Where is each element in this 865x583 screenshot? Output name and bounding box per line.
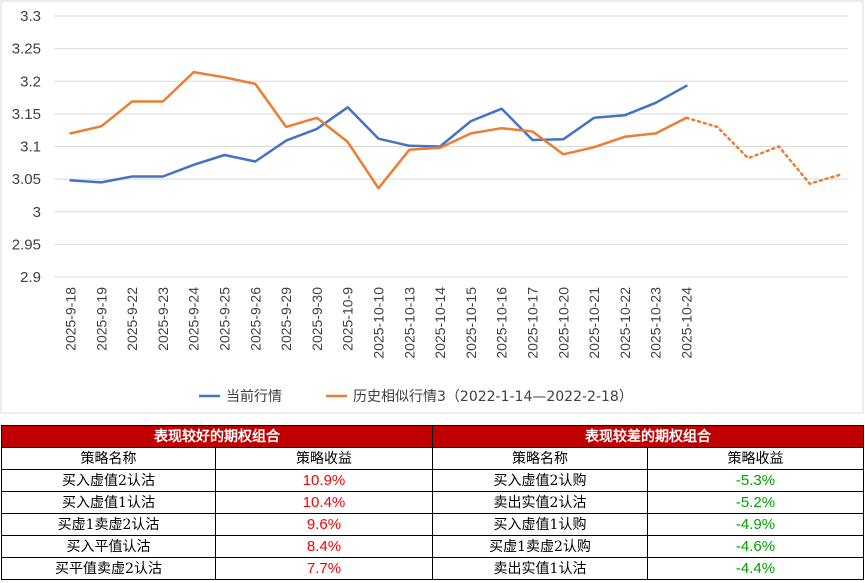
- y-tick-label: 3.2: [20, 73, 41, 90]
- x-tick-label: 2025-10-23: [648, 287, 664, 359]
- good-strategy-return: 10.9%: [215, 469, 433, 492]
- x-tick-label: 2025-9-26: [247, 287, 263, 351]
- good-portfolio-title: 表现较好的期权组合: [1, 425, 433, 448]
- series-line-historical: [69, 70, 688, 190]
- table-title-row: 表现较好的期权组合 表现较差的期权组合: [1, 425, 864, 448]
- good-strategy-name: 买虚1卖虚2认沽: [1, 513, 216, 536]
- y-tick-label: 3.25: [12, 41, 41, 58]
- bad-strategy-return: -4.9%: [647, 513, 864, 536]
- good-strategy-name: 买平值卖虚2认沽: [1, 557, 216, 580]
- bad-strategy-name: 买虚1卖虚2认购: [432, 535, 648, 558]
- x-tick-label: 2025-10-15: [463, 287, 479, 359]
- x-tick-label: 2025-9-18: [63, 287, 79, 351]
- x-tick-label: 2025-10-9: [340, 287, 356, 351]
- table-header-row: 策略名称 策略收益 策略名称 策略收益: [1, 447, 864, 470]
- good-header-name: 策略名称: [1, 447, 216, 470]
- bad-strategy-name: 卖出实值2认沽: [432, 491, 648, 514]
- bad-header-return: 策略收益: [647, 447, 864, 470]
- good-strategy-return: 9.6%: [215, 513, 433, 536]
- table-row: 买入虚值2认沽 10.9% 买入虚值2认购 -5.3%: [1, 469, 864, 492]
- good-strategy-return: 7.7%: [215, 557, 433, 580]
- x-tick-label: 2025-9-25: [217, 287, 233, 351]
- legend-label: 当前行情: [226, 388, 282, 405]
- bad-strategy-return: -4.4%: [647, 557, 864, 580]
- x-tick-label: 2025-10-22: [617, 287, 633, 359]
- y-tick-label: 3.15: [12, 106, 41, 123]
- x-tick-label: 2025-10-24: [679, 287, 695, 359]
- good-strategy-return: 8.4%: [215, 535, 433, 558]
- x-tick-label: 2025-9-23: [155, 287, 171, 351]
- bad-strategy-return: -5.3%: [647, 469, 864, 492]
- line-chart: 3.3 3.25 3.2 3.15 3.1 3.05 3 2.95 2.9 2025-9-18 20…: [0, 0, 864, 414]
- x-tick-label: 2025-9-19: [93, 287, 109, 351]
- bad-header-name: 策略名称: [432, 447, 648, 470]
- series-line-current: [69, 84, 688, 184]
- series-line-historical-projection: [685, 116, 842, 186]
- x-tick-label: 2025-10-20: [555, 287, 571, 359]
- table-row: 买虚1卖虚2认沽 9.6% 买入虚值1认购 -4.9%: [1, 513, 864, 536]
- x-tick-label: 2025-9-22: [124, 287, 140, 351]
- good-strategy-name: 买入虚值1认沽: [1, 491, 216, 514]
- x-tick-label: 2025-10-14: [432, 287, 448, 359]
- table-row: 买入平值认沽 8.4% 买虚1卖虚2认购 -4.6%: [1, 535, 864, 558]
- y-tick-label: 2.9: [20, 269, 41, 286]
- x-tick-label: 2025-10-16: [494, 287, 510, 359]
- option-portfolio-tables: 表现较好的期权组合 表现较差的期权组合 策略名称 策略收益 策略名称 策略收益 …: [1, 425, 864, 580]
- bad-strategy-return: -5.2%: [647, 491, 864, 514]
- table-row: 买入虚值1认沽 10.4% 卖出实值2认沽 -5.2%: [1, 491, 864, 514]
- x-tick-label: 2025-9-29: [278, 287, 294, 351]
- y-tick-label: 3: [33, 204, 41, 221]
- good-strategy-name: 买入虚值2认沽: [1, 469, 216, 492]
- good-strategy-name: 买入平值认沽: [1, 535, 216, 558]
- bad-portfolio-title: 表现较差的期权组合: [432, 425, 864, 448]
- y-tick-label: 3.05: [12, 171, 41, 188]
- x-tick-label: 2025-10-10: [371, 287, 387, 359]
- x-tick-label: 2025-9-24: [186, 287, 202, 351]
- y-tick-label: 2.95: [12, 236, 41, 253]
- option-table: 表现较好的期权组合 表现较差的期权组合 策略名称 策略收益 策略名称 策略收益 …: [1, 425, 864, 580]
- y-tick-label: 3.3: [20, 8, 41, 25]
- bad-strategy-name: 买入虚值1认购: [432, 513, 648, 536]
- y-tick-label: 3.1: [20, 139, 41, 156]
- chart-svg: 3.3 3.25 3.2 3.15 3.1 3.05 3 2.95 2.9 2025-9-18 20…: [0, 0, 864, 414]
- good-header-return: 策略收益: [215, 447, 433, 470]
- x-tick-label: 2025-10-13: [401, 287, 417, 359]
- x-tick-label: 2025-10-17: [525, 287, 541, 359]
- chart-frame: [0, 0, 864, 414]
- x-tick-label: 2025-10-21: [586, 287, 602, 359]
- legend-label: 历史相似行情3（2022-1-14—2022-2-18）: [353, 389, 633, 405]
- table-row: 买平值卖虚2认沽 7.7% 卖出实值1认沽 -4.4%: [1, 557, 864, 580]
- bad-strategy-name: 卖出实值1认沽: [432, 557, 648, 580]
- good-strategy-return: 10.4%: [215, 491, 433, 514]
- x-tick-label: 2025-9-30: [309, 287, 325, 351]
- bad-strategy-name: 买入虚值2认购: [432, 469, 648, 492]
- bad-strategy-return: -4.6%: [647, 535, 864, 558]
